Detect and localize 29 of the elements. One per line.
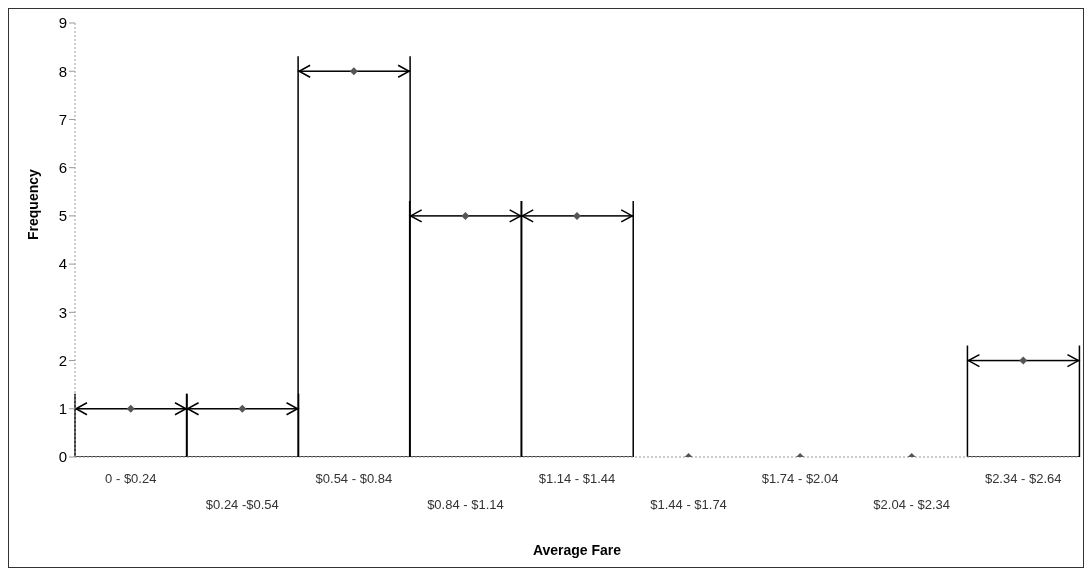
x-tick-label: $1.14 - $1.44 [538, 471, 616, 486]
x-tick-label: $0.24 -$0.54 [205, 497, 279, 512]
y-tick-label: 0 [58, 448, 67, 466]
x-tick-label: $1.74 - $2.04 [761, 471, 839, 486]
x-tick-label: $0.54 - $0.84 [315, 471, 393, 486]
y-tick-label: 5 [58, 207, 67, 225]
point [1019, 356, 1028, 365]
y-axis-title: Frequency [24, 168, 41, 240]
x-tick-label: $2.34 - $2.64 [984, 471, 1062, 486]
y-tick-label: 2 [58, 351, 67, 369]
y-tick-label: 1 [58, 400, 67, 418]
point [238, 404, 247, 413]
x-tick-label: $1.44 - $1.74 [650, 497, 727, 512]
y-tick-label: 9 [58, 14, 67, 32]
bar [520, 215, 634, 457]
point [573, 211, 581, 220]
bar [966, 359, 1081, 457]
y-tick-label: 4 [58, 255, 67, 273]
x-tick-label: $2.04 - $2.34 [873, 497, 950, 512]
x-tick-label: $0.84 - $1.14 [427, 497, 504, 512]
point [461, 211, 470, 220]
point [349, 67, 358, 76]
y-tick-label: 3 [58, 303, 67, 321]
y-tick-label: 7 [58, 110, 67, 128]
x-tick-label: 0 - $0.24 [105, 471, 157, 486]
y-tick-label: 6 [58, 158, 67, 176]
point [126, 404, 135, 413]
x-axis-title: Average Fare [532, 542, 622, 558]
y-tick-label: 8 [58, 62, 67, 80]
